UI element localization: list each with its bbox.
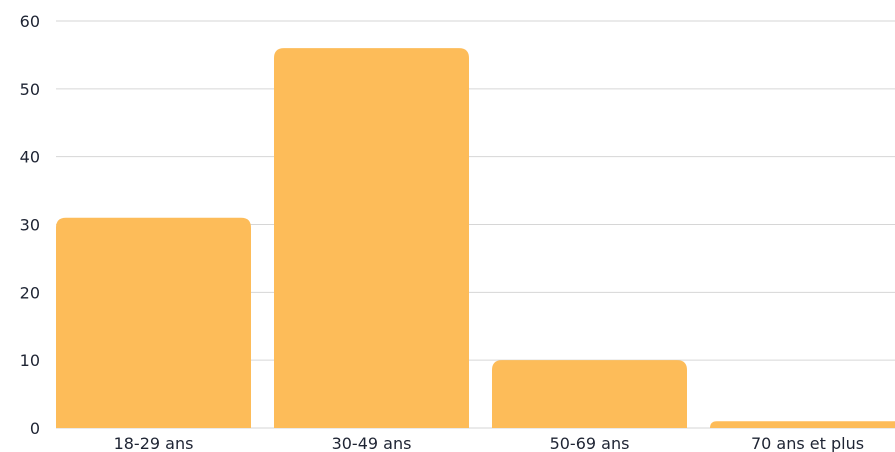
- x-tick-label-3: 50-69 ans: [550, 434, 630, 452]
- bar-1: [56, 217, 251, 428]
- bar-2: [274, 48, 469, 429]
- y-tick-label-40: 40: [20, 148, 40, 167]
- y-tick-label-60: 60: [20, 12, 40, 31]
- x-tick-label-4: 70 ans et plus: [751, 434, 864, 452]
- bars: [56, 48, 895, 429]
- bar-3: [492, 360, 687, 428]
- x-tick-label-1: 18-29 ans: [114, 434, 194, 452]
- y-tick-label-30: 30: [20, 216, 40, 235]
- x-axis-tick-labels: 18-29 ans 30-49 ans 50-69 ans 70 ans et plu…: [114, 434, 864, 452]
- y-axis-tick-labels: 0 10 20 30 40 50 60: [20, 12, 40, 438]
- y-tick-label-50: 50: [20, 80, 40, 99]
- y-tick-label-0: 0: [30, 419, 40, 438]
- x-tick-label-2: 30-49 ans: [332, 434, 412, 452]
- y-tick-label-10: 10: [20, 351, 40, 370]
- y-tick-label-20: 20: [20, 283, 40, 302]
- bar-4: [710, 421, 895, 428]
